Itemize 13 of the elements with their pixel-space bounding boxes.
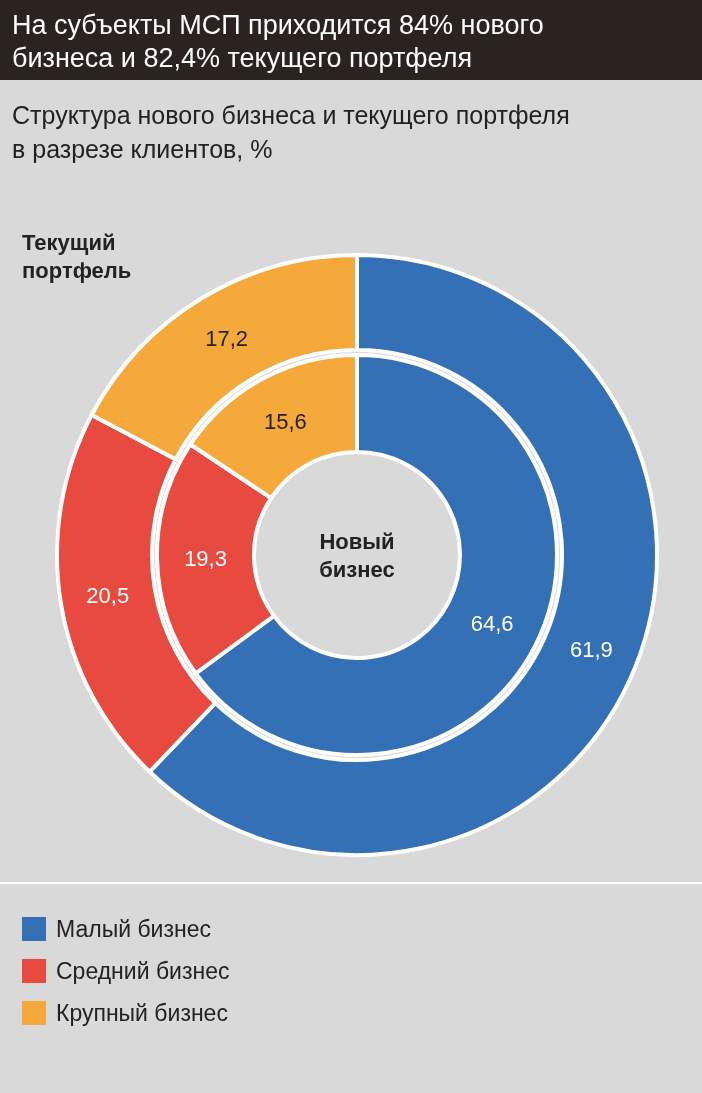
- data-label: 17,2: [205, 326, 249, 352]
- data-label: 20,5: [86, 582, 130, 608]
- chart-subtitle: Структура нового бизнеса и текущего портфеля в разрезе клиентов, %: [12, 101, 570, 163]
- slice-label: Новый бизнес: [319, 528, 395, 582]
- legend-label: Малый бизнес: [56, 916, 211, 942]
- chart-title: На субъекты МСП приходится 84% нового бизнеса и 82,4% текущего портфеля: [12, 10, 544, 73]
- legend-label: Крупный бизнес: [56, 1000, 228, 1026]
- data-label: 61,9: [569, 636, 613, 662]
- legend-label: Средний бизнес: [56, 958, 230, 984]
- slice-label: Текущий портфель: [22, 230, 132, 283]
- data-label: 19,3: [184, 546, 227, 572]
- data-label: 64,6: [470, 610, 514, 636]
- data-label: 15,6: [263, 409, 307, 435]
